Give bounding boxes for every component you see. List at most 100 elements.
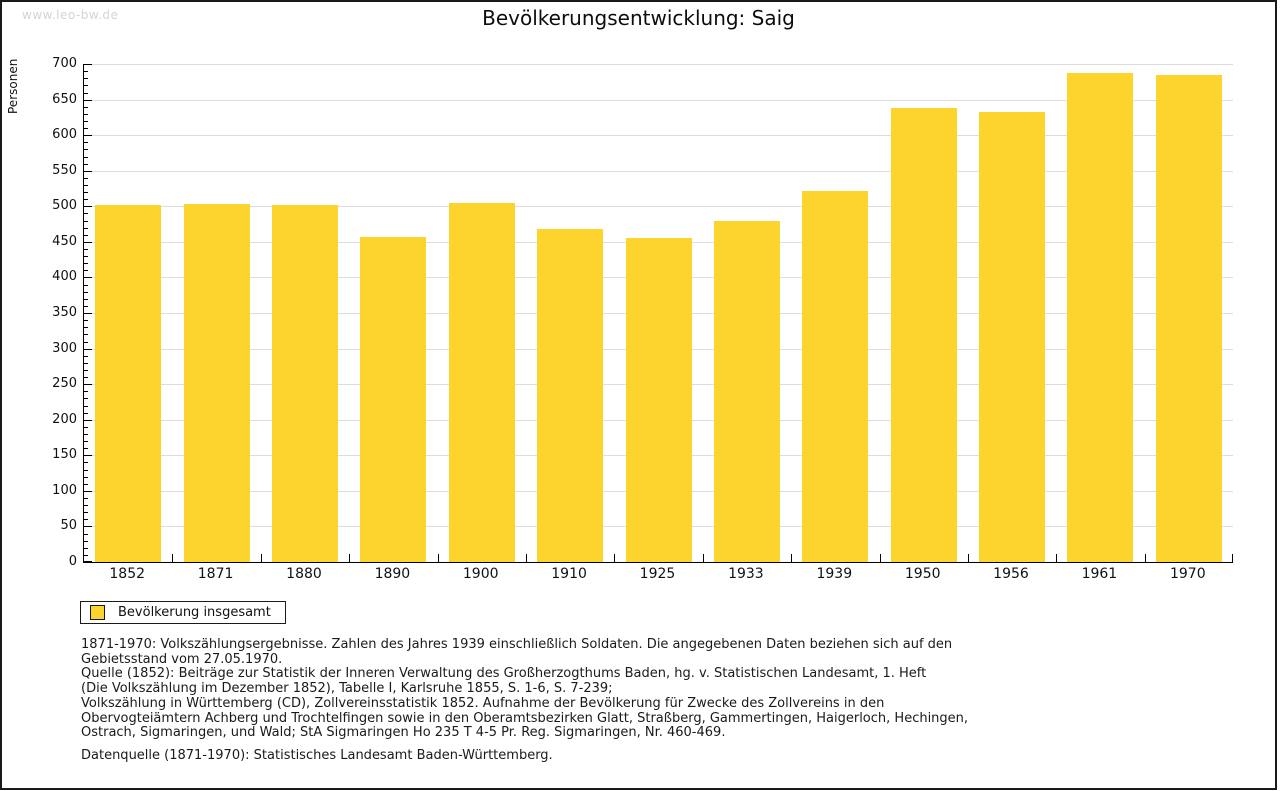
y-axis-tick-500	[84, 206, 92, 208]
x-tick-label-1956: 1956	[993, 566, 1029, 582]
x-tick-label-1961: 1961	[1081, 566, 1118, 582]
gridline-550	[84, 170, 1233, 172]
x-tick-label-1950: 1950	[904, 566, 941, 582]
plot-area	[83, 64, 1233, 563]
gridline-500	[84, 206, 1233, 208]
y-axis-tick-420	[84, 263, 88, 265]
y-axis-title: Personen	[6, 58, 20, 114]
y-axis-tick-530	[84, 184, 88, 186]
x-tick-label-1890: 1890	[374, 566, 411, 582]
y-axis-tick-490	[84, 213, 88, 215]
y-tick-label-50: 50	[60, 518, 77, 534]
x-tick-label-1933: 1933	[728, 566, 764, 582]
y-axis-tick-330	[84, 327, 88, 329]
y-axis-tick-250	[84, 384, 92, 386]
footnote-line-7: Ostrach, Sigmaringen, und Wald; StA Sigm…	[81, 725, 726, 741]
x-axis-boundary-tick-1	[172, 554, 174, 562]
y-axis-tick-70	[84, 512, 88, 514]
gridline-600	[84, 135, 1233, 137]
footnote-line-6: Obervogteiämtern Achberg und Trochtelfin…	[81, 710, 969, 726]
y-axis-tick-620	[84, 120, 88, 122]
y-axis-tick-0	[84, 561, 92, 562]
y-axis-tick-690	[84, 71, 88, 73]
y-axis-tick-170	[84, 441, 88, 443]
y-tick-label-300: 300	[52, 340, 77, 356]
x-tick-label-1852: 1852	[109, 566, 146, 582]
footnote-line-2: Gebietsstand vom 27.05.1970.	[81, 651, 283, 667]
y-tick-label-650: 650	[52, 91, 77, 107]
x-axis-boundary-tick-7	[702, 554, 704, 562]
y-axis-tick-340	[84, 320, 88, 322]
bar-1910	[537, 229, 604, 562]
bar-1961	[1067, 72, 1134, 562]
y-axis-tick-10	[84, 554, 88, 556]
y-axis-tick-320	[84, 334, 88, 336]
x-axis-boundary-tick-13	[1232, 554, 1233, 562]
y-axis-tick-450	[84, 241, 92, 243]
y-axis-tick-380	[84, 291, 88, 293]
bar-1970	[1155, 74, 1222, 562]
bar-1939	[802, 191, 869, 562]
y-tick-label-450: 450	[52, 233, 77, 249]
bar-1880	[272, 204, 338, 562]
y-axis-tick-90	[84, 498, 88, 499]
y-axis-tick-640	[84, 106, 88, 108]
y-axis-tick-600	[84, 135, 92, 137]
y-axis-tick-110	[84, 483, 88, 485]
y-tick-label-150: 150	[52, 447, 77, 463]
y-axis-tick-50	[84, 526, 92, 528]
footnote-line-4: (Die Volkszählung im Dezember 1852), Tab…	[81, 681, 613, 697]
y-axis-tick-240	[84, 391, 88, 393]
y-tick-label-600: 600	[52, 127, 77, 143]
y-axis-tick-430	[84, 256, 88, 258]
y-axis-tick-370	[84, 298, 88, 300]
y-axis-tick-200	[84, 419, 92, 421]
y-tick-label-200: 200	[52, 411, 77, 427]
y-axis-tick-550	[84, 170, 92, 172]
y-axis-tick-650	[84, 99, 92, 101]
y-axis-tick-260	[84, 377, 88, 378]
bar-1950	[890, 108, 957, 562]
y-axis-tick-130	[84, 469, 88, 471]
y-axis-tick-190	[84, 426, 88, 428]
gridline-650	[84, 99, 1233, 101]
x-tick-label-1910: 1910	[551, 566, 587, 582]
y-axis-tick-280	[84, 362, 88, 364]
y-axis-tick-610	[84, 128, 88, 129]
x-tick-label-1900: 1900	[462, 566, 499, 582]
y-tick-label-250: 250	[52, 376, 77, 392]
legend-swatch	[90, 605, 105, 620]
y-axis-tick-480	[84, 220, 88, 222]
y-axis-tick-680	[84, 78, 88, 80]
y-axis-tick-100	[84, 490, 92, 492]
y-axis-tick-630	[84, 113, 88, 115]
y-axis-tick-580	[84, 149, 88, 151]
y-axis-tick-700	[84, 64, 92, 65]
footnote-line-5: Volkszählung in Württemberg (CD), Zollve…	[81, 695, 885, 711]
x-axis-boundary-tick-10	[967, 554, 969, 562]
footnotes: 1871-1970: Volkszählungsergebnisse. Zahl…	[81, 637, 969, 764]
y-axis-tick-510	[84, 199, 88, 201]
y-axis-tick-20	[84, 547, 88, 549]
y-axis-tick-180	[84, 433, 88, 435]
y-axis-tick-470	[84, 227, 88, 229]
y-axis-tick-60	[84, 519, 88, 521]
footnote-line-1: 1871-1970: Volkszählungsergebnisse. Zahl…	[81, 637, 953, 652]
bar-1871	[183, 204, 250, 562]
bar-1852	[95, 204, 162, 562]
y-axis-tick-410	[84, 270, 88, 272]
x-axis-boundary-tick-12	[1144, 554, 1146, 562]
y-tick-label-350: 350	[52, 305, 77, 320]
x-tick-label-1871: 1871	[197, 566, 234, 582]
x-axis-boundary-tick-3	[349, 554, 351, 562]
footnote-line-3: Quelle (1852): Beiträge zur Statistik de…	[81, 666, 927, 682]
x-axis-boundary-tick-5	[525, 554, 527, 562]
y-axis-tick-160	[84, 448, 88, 450]
y-axis-tick-440	[84, 249, 88, 250]
y-axis-tick-120	[84, 476, 88, 478]
y-axis-tick-220	[84, 405, 88, 407]
y-tick-label-500: 500	[52, 198, 77, 214]
chart-title: Bevölkerungsentwicklung: Saig	[482, 6, 795, 30]
y-axis-tick-660	[84, 92, 88, 94]
